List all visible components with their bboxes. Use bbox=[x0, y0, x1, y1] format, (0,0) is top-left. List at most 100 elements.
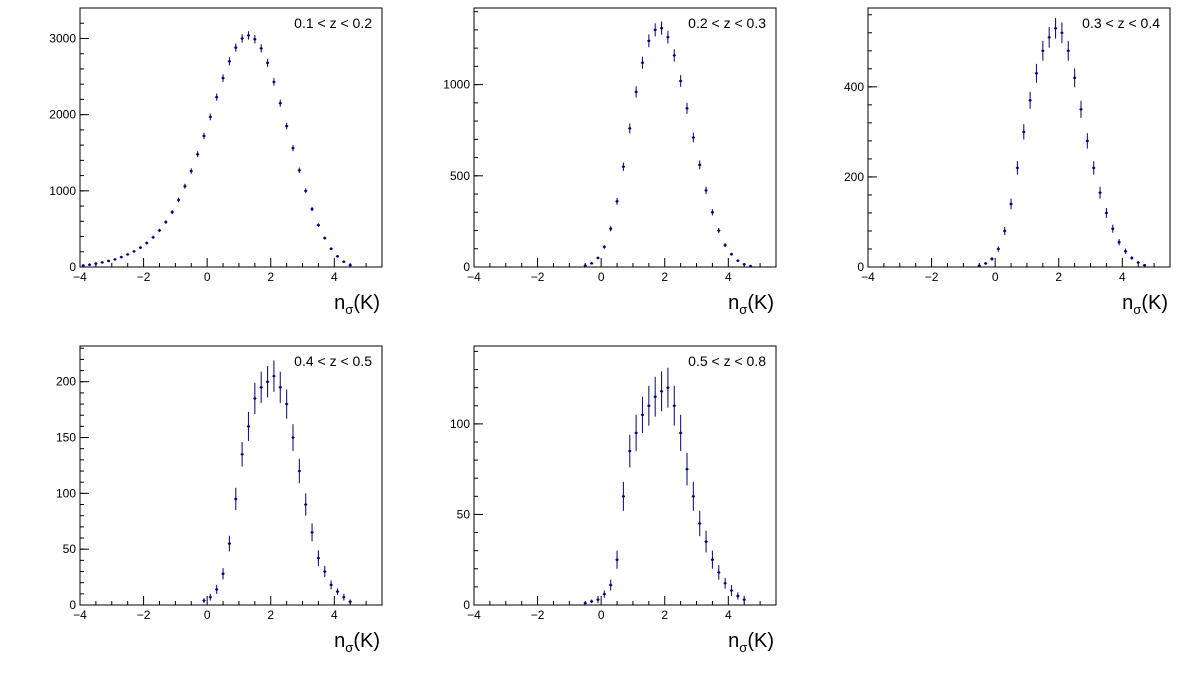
data-point bbox=[342, 595, 346, 599]
data-point bbox=[1111, 227, 1115, 231]
data-point bbox=[990, 257, 994, 261]
y-tick-label: 100 bbox=[450, 417, 470, 431]
data-point bbox=[323, 236, 327, 240]
data-point bbox=[221, 572, 225, 576]
data-point bbox=[984, 262, 987, 265]
data-point bbox=[120, 255, 123, 259]
data-point bbox=[603, 592, 606, 596]
data-point bbox=[329, 583, 333, 587]
data-point bbox=[653, 28, 657, 32]
x-tick-label: −4 bbox=[73, 270, 87, 284]
data-point bbox=[215, 95, 218, 99]
data-point bbox=[685, 467, 689, 471]
data-point bbox=[596, 256, 600, 260]
x-tick-label: 0 bbox=[598, 608, 605, 622]
data-point bbox=[723, 243, 727, 247]
data-point bbox=[1035, 72, 1038, 75]
data-point bbox=[304, 503, 308, 506]
panel-label: 0.1 < z < 0.2 bbox=[294, 15, 372, 31]
data-point bbox=[590, 600, 593, 603]
data-point bbox=[1079, 108, 1083, 111]
data-point bbox=[1098, 191, 1102, 194]
y-tick-label: 0 bbox=[463, 260, 470, 274]
data-point bbox=[641, 61, 644, 65]
y-tick-label: 1000 bbox=[49, 184, 76, 198]
data-point bbox=[1060, 31, 1064, 35]
data-point bbox=[234, 46, 238, 49]
data-point bbox=[1003, 229, 1006, 233]
data-point bbox=[622, 165, 625, 168]
data-point bbox=[348, 263, 352, 267]
y-tick-label: 0 bbox=[857, 260, 864, 274]
panel-label: 0.5 < z < 0.8 bbox=[688, 353, 766, 369]
data-point bbox=[666, 386, 670, 389]
data-point bbox=[164, 220, 168, 224]
data-point bbox=[704, 540, 708, 543]
chart-panel: −4 −2 0 2 4 0 500 1000 nσ(K) 0.2 < z < 0.3 bbox=[443, 7, 777, 317]
x-axis-title: nσ(K) bbox=[728, 630, 774, 655]
data-point bbox=[278, 101, 282, 105]
data-point bbox=[202, 599, 206, 602]
data-point bbox=[291, 146, 295, 150]
data-point bbox=[634, 431, 638, 435]
x-axis-title: nσ(K) bbox=[334, 630, 380, 655]
chart-panel: −4 −2 0 2 4 0 50 100 150 200 nσ(K) 0.4 < z < 0.5 bbox=[56, 345, 383, 655]
y-tick-label: 0 bbox=[69, 598, 76, 612]
data-point bbox=[81, 264, 85, 267]
data-point bbox=[228, 542, 231, 545]
panel-label: 0.3 < z < 0.4 bbox=[1082, 15, 1160, 31]
data-point bbox=[336, 590, 339, 593]
data-point bbox=[196, 152, 199, 156]
data-point bbox=[634, 90, 638, 94]
data-point bbox=[749, 264, 752, 268]
x-tick-label: −4 bbox=[467, 270, 481, 284]
data-point bbox=[285, 402, 288, 406]
data-point bbox=[717, 229, 721, 232]
data-point bbox=[603, 245, 606, 249]
y-tick-label: 2000 bbox=[49, 108, 76, 122]
data-point bbox=[253, 397, 257, 400]
data-point bbox=[336, 255, 339, 258]
data-point bbox=[711, 558, 714, 562]
data-point bbox=[698, 163, 702, 167]
y-tick-label: 200 bbox=[844, 170, 864, 184]
data-point bbox=[310, 207, 314, 211]
x-tick-label: −2 bbox=[137, 608, 151, 622]
data-point bbox=[1105, 211, 1108, 215]
data-point bbox=[615, 558, 619, 562]
data-point bbox=[590, 262, 593, 265]
chart-panel: −4 −2 0 2 4 0 200 400 nσ(K) 0.3 < z < 0.4 bbox=[844, 7, 1171, 317]
data-point bbox=[310, 531, 314, 534]
y-tick-label: 1000 bbox=[443, 78, 470, 92]
data-point bbox=[628, 127, 632, 130]
data-point bbox=[348, 600, 352, 603]
data-point bbox=[259, 386, 263, 389]
x-tick-label: 4 bbox=[725, 608, 732, 622]
x-tick-label: 2 bbox=[267, 270, 274, 284]
x-tick-label: 4 bbox=[725, 270, 732, 284]
data-point bbox=[215, 588, 218, 591]
data-point bbox=[692, 495, 695, 498]
data-point bbox=[1028, 99, 1032, 102]
data-point bbox=[641, 413, 644, 417]
x-tick-label: 0 bbox=[204, 608, 211, 622]
data-point bbox=[698, 522, 702, 525]
data-point bbox=[228, 60, 231, 63]
x-tick-label: 2 bbox=[1055, 270, 1062, 284]
data-point bbox=[170, 210, 174, 214]
y-tick-label: 3000 bbox=[49, 31, 76, 45]
data-point bbox=[1022, 130, 1026, 134]
data-point bbox=[679, 431, 682, 435]
x-tick-label: 0 bbox=[992, 270, 999, 284]
x-axis-title: nσ(K) bbox=[728, 292, 774, 317]
data-point bbox=[1054, 26, 1057, 30]
data-point bbox=[113, 258, 117, 261]
data-point bbox=[717, 571, 721, 574]
y-tick-label: 50 bbox=[63, 542, 77, 556]
plot-frame bbox=[79, 345, 383, 606]
x-tick-label: 0 bbox=[598, 270, 605, 284]
data-point bbox=[1041, 49, 1045, 53]
x-tick-label: 4 bbox=[1119, 270, 1126, 284]
data-point bbox=[266, 380, 269, 384]
